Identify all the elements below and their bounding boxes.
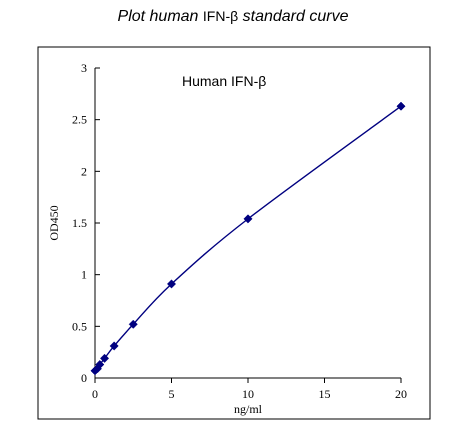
x-tick-label: 10	[242, 387, 254, 401]
x-tick-label: 20	[395, 387, 407, 401]
data-point-marker	[109, 341, 119, 351]
data-point-marker	[95, 360, 105, 370]
y-tick-label: 1.5	[72, 216, 87, 230]
x-ticks: 0 5 10 15 20	[92, 378, 407, 401]
data-point-marker	[128, 319, 138, 329]
y-tick-label: 1	[81, 268, 87, 282]
y-axis-label: OD450	[47, 205, 61, 240]
x-tick-label: 0	[92, 387, 98, 401]
data-point-marker	[100, 353, 110, 363]
y-tick-label: 3	[81, 61, 87, 75]
chart-frame	[37, 46, 431, 420]
page-title-part1: Plot human	[117, 8, 203, 25]
y-tick-label: 0	[81, 371, 87, 385]
y-tick-label: 0.5	[72, 319, 87, 333]
chart-inner-title: Human IFN-β	[182, 73, 266, 89]
x-axis-label: ng/ml	[234, 402, 263, 416]
x-tick-label: 5	[169, 387, 175, 401]
y-tick-label: 2.5	[72, 113, 87, 127]
y-ticks: 0 0.5 1 1.5 2 2.5 3	[72, 61, 100, 385]
data-point-marker	[166, 279, 177, 289]
page-title: Plot human IFN-β standard curve	[0, 8, 466, 26]
page-title-part2: IFN-β	[202, 8, 239, 24]
series-line	[94, 105, 402, 372]
page-title-part3: standard curve	[238, 8, 349, 25]
x-tick-label: 15	[319, 387, 331, 401]
series-markers	[90, 101, 406, 376]
data-point-marker	[243, 214, 253, 224]
y-tick-label: 2	[81, 164, 87, 178]
data-point-marker	[396, 101, 406, 111]
